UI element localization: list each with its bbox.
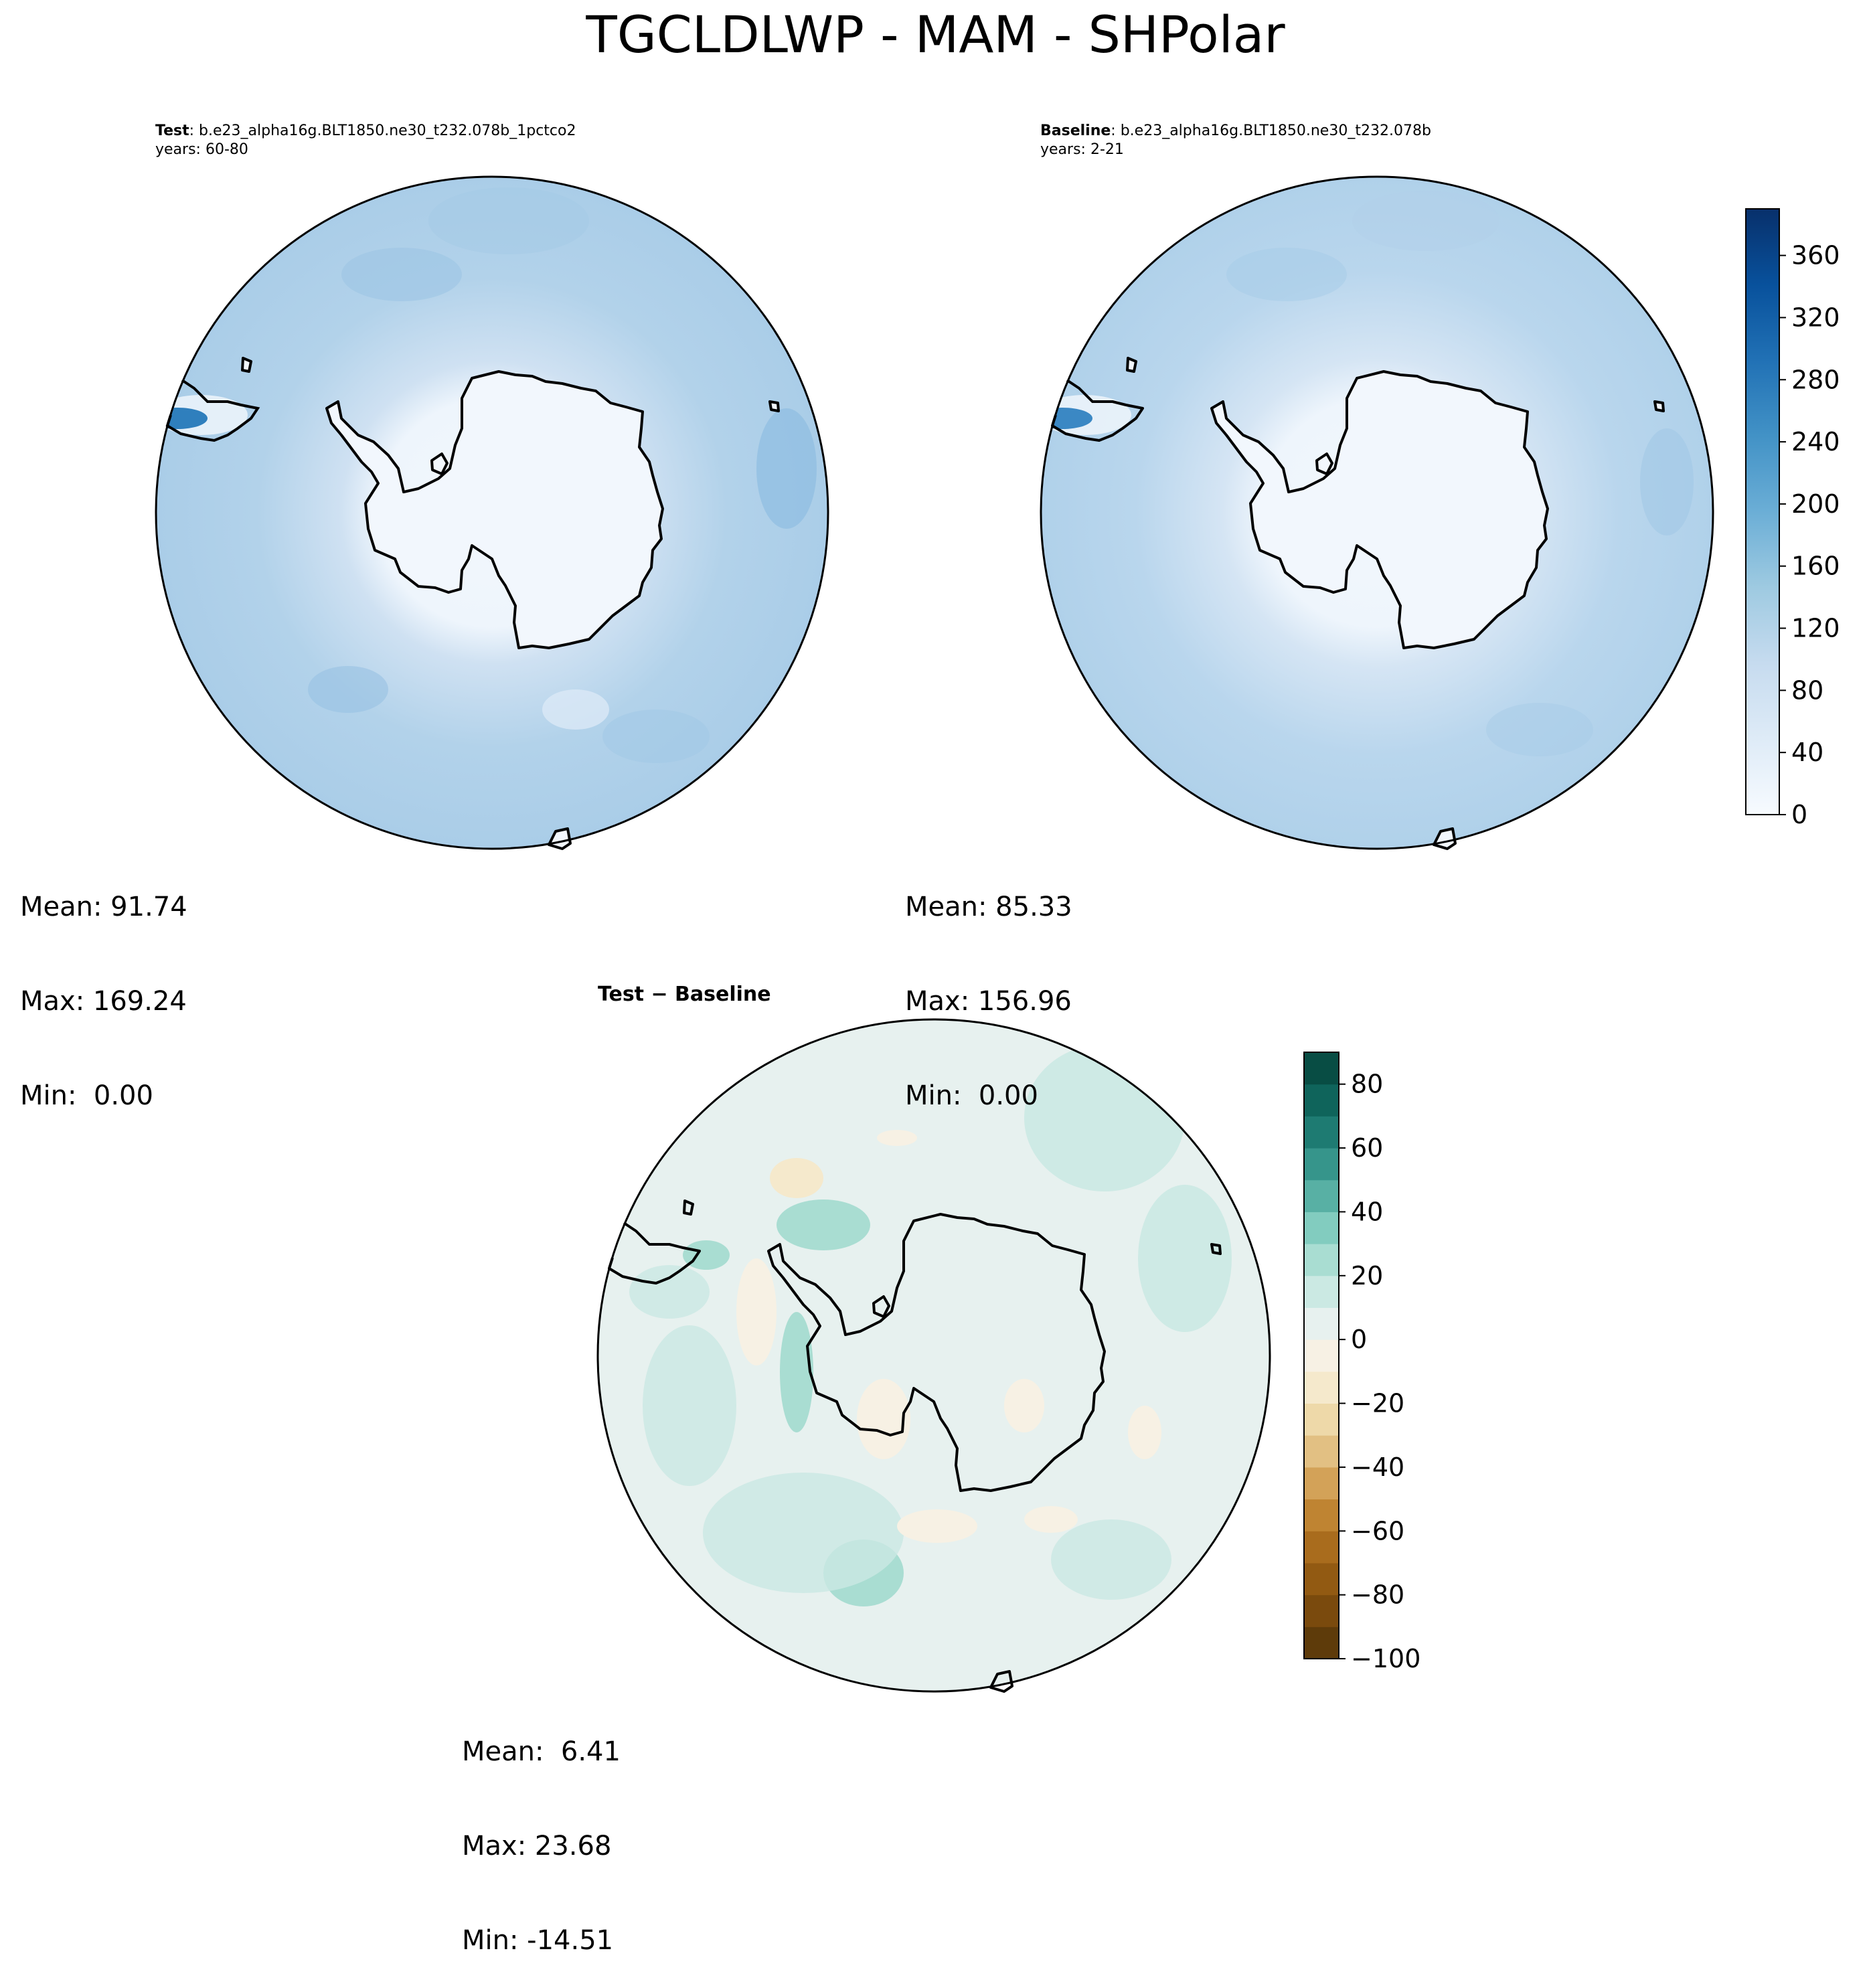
brbg-colorbar-segment xyxy=(1304,1275,1339,1308)
blues-colorbar-tick-label: 200 xyxy=(1791,489,1840,519)
brbg-colorbar-segment xyxy=(1304,1307,1339,1340)
brbg-colorbar-segment xyxy=(1304,1531,1339,1564)
baseline-case-name: : b.e23_alpha16g.BLT1850.ne30_t232.078b xyxy=(1111,122,1431,139)
brbg-colorbar-segment xyxy=(1304,1244,1339,1276)
brbg-colorbar-tick-label: 80 xyxy=(1351,1070,1383,1099)
brbg-colorbar-segment xyxy=(1304,1403,1339,1436)
test-stats: Mean: 91.74 Max: 169.24 Min: 0.00 xyxy=(20,829,187,1143)
brbg-colorbar-segment xyxy=(1304,1084,1339,1116)
brbg-colorbar-tick-label: −20 xyxy=(1351,1389,1404,1418)
brbg-colorbar-segment xyxy=(1304,1594,1339,1627)
baseline-min: Min: 0.00 xyxy=(905,1080,1038,1111)
brbg-colorbar-segment xyxy=(1304,1148,1339,1181)
test-min: Min: 0.00 xyxy=(20,1080,153,1111)
baseline-max: Max: 156.96 xyxy=(905,986,1072,1017)
difference-mean: Mean: 6.41 xyxy=(462,1736,621,1767)
baseline-colorbar: 0 40 80 120 160 200 240 280 320 360 xyxy=(1745,208,1840,829)
baseline-stats: Mean: 85.33 Max: 156.96 Min: 0.00 xyxy=(905,829,1072,1143)
brbg-colorbar-segment xyxy=(1304,1499,1339,1531)
difference-max: Max: 23.68 xyxy=(462,1831,612,1861)
difference-title: Test − Baseline xyxy=(598,983,771,1006)
brbg-colorbar-segment xyxy=(1304,1116,1339,1149)
blues-colorbar-tick-label: 240 xyxy=(1791,427,1840,457)
brbg-colorbar-segment xyxy=(1304,1371,1339,1404)
brbg-colorbar-tick-label: −40 xyxy=(1351,1453,1404,1482)
test-max: Max: 169.24 xyxy=(20,986,187,1017)
brbg-colorbar-segment xyxy=(1304,1212,1339,1244)
test-panel-header: Test: b.e23_alpha16g.BLT1850.ne30_t232.0… xyxy=(155,122,576,159)
brbg-colorbar-segment xyxy=(1304,1562,1339,1596)
brbg-colorbar-tick-label: −80 xyxy=(1351,1580,1404,1610)
test-case-name: : b.e23_alpha16g.BLT1850.ne30_t232.078b_… xyxy=(189,122,576,139)
brbg-colorbar-tick-label: 0 xyxy=(1351,1325,1367,1354)
brbg-colorbar-segment xyxy=(1304,1179,1339,1212)
brbg-colorbar-segment xyxy=(1304,1052,1339,1085)
difference-coastlines xyxy=(608,1199,1222,1693)
brbg-colorbar-tick-label: 60 xyxy=(1351,1133,1383,1163)
blues-colorbar-tick-label: 80 xyxy=(1791,675,1823,705)
test-label: Test xyxy=(155,122,189,139)
difference-map xyxy=(596,1018,1271,1693)
difference-field-patches xyxy=(629,1044,1232,1606)
blues-colorbar-tick-label: 160 xyxy=(1791,552,1840,581)
blues-colorbar-tick-label: 360 xyxy=(1791,241,1840,270)
brbg-colorbar-tick-label: −100 xyxy=(1351,1644,1420,1673)
brbg-colorbar-segment xyxy=(1304,1627,1339,1659)
test-years: years: 60-80 xyxy=(155,141,248,158)
difference-colorbar: −100 −80 −60 −40 −20 0 20 40 60 80 xyxy=(1303,1052,1420,1673)
test-map xyxy=(155,175,829,850)
blues-colorbar-tick-label: 120 xyxy=(1791,614,1840,643)
baseline-label: Baseline xyxy=(1040,122,1111,139)
brbg-colorbar-tick-label: −60 xyxy=(1351,1516,1404,1546)
baseline-map xyxy=(1040,175,1714,850)
brbg-colorbar-segment xyxy=(1304,1339,1339,1372)
brbg-colorbar-tick-label: 40 xyxy=(1351,1197,1383,1226)
baseline-mean: Mean: 85.33 xyxy=(905,892,1072,922)
baseline-coastlines xyxy=(1051,357,1665,850)
test-mean: Mean: 91.74 xyxy=(20,892,187,922)
difference-stats: Mean: 6.41 Max: 23.68 Min: -14.51 xyxy=(462,1673,621,1988)
brbg-colorbar-segment xyxy=(1304,1435,1339,1468)
baseline-panel-header: Baseline: b.e23_alpha16g.BLT1850.ne30_t2… xyxy=(1040,122,1431,159)
figure-title: TGCLDLWP - MAM - SHPolar xyxy=(586,5,1285,64)
test-south-america-coast xyxy=(165,379,260,442)
blues-colorbar-tick-label: 280 xyxy=(1791,365,1840,394)
blues-colorbar-tick-label: 0 xyxy=(1791,800,1807,829)
blues-colorbar-fill xyxy=(1745,208,1780,815)
difference-min: Min: -14.51 xyxy=(462,1925,614,1956)
blues-colorbar-tick-label: 320 xyxy=(1791,303,1840,332)
brbg-colorbar-segment xyxy=(1304,1467,1339,1500)
brbg-colorbar-outline xyxy=(1303,1052,1339,1659)
baseline-field-patches xyxy=(1041,191,1694,756)
brbg-colorbar-tick-label: 20 xyxy=(1351,1261,1383,1291)
blues-colorbar-tick-label: 40 xyxy=(1791,738,1823,767)
baseline-years: years: 2-21 xyxy=(1040,141,1124,158)
